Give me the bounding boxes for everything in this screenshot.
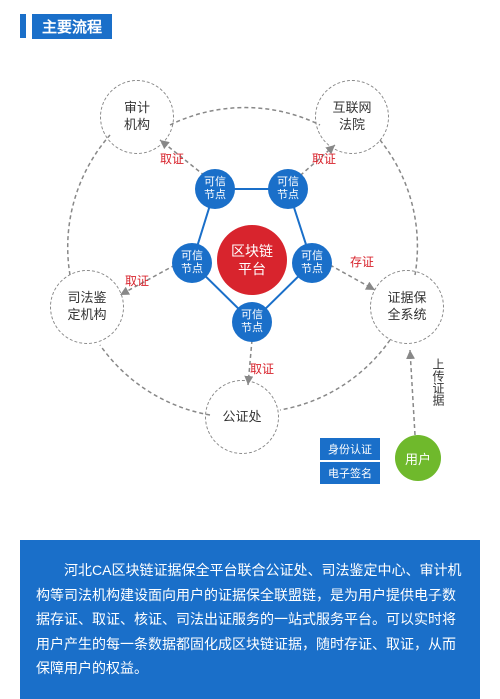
node-trust-2: 可信节点: [292, 243, 332, 283]
section-header: 主要流程: [20, 14, 112, 38]
node-label: 互联网法院: [332, 100, 371, 134]
edge-label: 取证: [312, 150, 336, 167]
network-diagram: 审计机构 互联网法院 证据保全系统 公证处 司法鉴定机构 区块链平台 可信节点 …: [0, 50, 500, 520]
node-audit: 审计机构: [100, 80, 174, 154]
node-label: 可信节点: [277, 176, 299, 202]
node-label: 可信节点: [301, 250, 323, 276]
node-label: 审计机构: [124, 100, 150, 134]
edge-label: 取证: [160, 150, 184, 167]
description-box: 河北CA区块链证据保全平台联合公证处、司法鉴定中心、审计机构等司法机构建设面向用…: [20, 540, 480, 699]
node-blockchain-platform: 区块链平台: [217, 225, 287, 295]
node-label: 可信节点: [181, 250, 203, 276]
node-label: 用户: [405, 449, 431, 468]
node-evidence-system: 证据保全系统: [370, 270, 444, 344]
edge-label: 取证: [250, 360, 274, 377]
node-label: 区块链平台: [231, 242, 273, 278]
node-trust-1: 可信节点: [268, 169, 308, 209]
label-upload-evidence: 上传证据: [430, 358, 447, 406]
edge-label: 取证: [125, 272, 149, 289]
node-label: 证据保全系统: [387, 290, 426, 324]
node-notary: 公证处: [205, 380, 279, 454]
node-user: 用户: [395, 435, 441, 481]
description-text: 河北CA区块链证据保全平台联合公证处、司法鉴定中心、审计机构等司法机构建设面向用…: [36, 562, 461, 676]
node-label: 公证处: [222, 409, 261, 426]
node-trust-0: 可信节点: [195, 169, 235, 209]
section-bar: [20, 14, 26, 38]
node-forensic: 司法鉴定机构: [50, 270, 124, 344]
node-trust-3: 可信节点: [232, 302, 272, 342]
node-court: 互联网法院: [315, 80, 389, 154]
node-label: 司法鉴定机构: [67, 290, 106, 324]
node-label: 可信节点: [204, 176, 226, 202]
tag-esignature: 电子签名: [320, 462, 380, 484]
node-label: 可信节点: [241, 309, 263, 335]
node-trust-4: 可信节点: [172, 243, 212, 283]
edge-label: 存证: [350, 253, 374, 270]
section-title: 主要流程: [32, 14, 112, 39]
tag-identity-auth: 身份认证: [320, 438, 380, 460]
